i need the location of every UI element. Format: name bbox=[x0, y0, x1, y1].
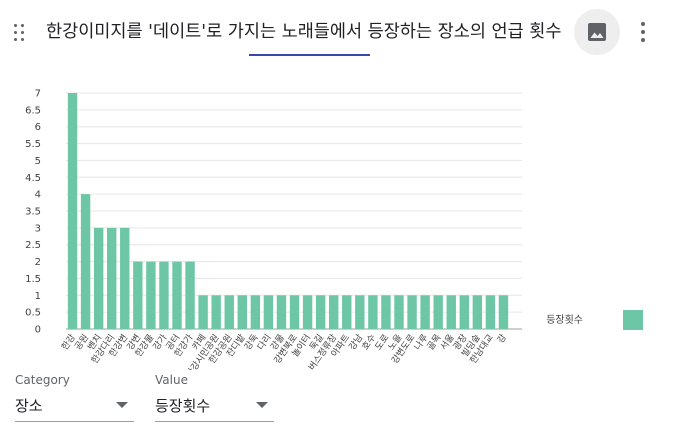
y-tick-label: 6.5 bbox=[25, 105, 41, 116]
bar bbox=[133, 261, 143, 329]
bar bbox=[355, 295, 365, 329]
bar bbox=[146, 261, 156, 329]
category-select-value: 장소 bbox=[15, 397, 43, 415]
bar bbox=[394, 295, 404, 329]
bar-chart: 00.511.522.533.544.555.566.57한강공원벤치한강다리한… bbox=[25, 89, 643, 370]
bar bbox=[250, 295, 261, 329]
bar bbox=[67, 93, 78, 329]
bar bbox=[472, 295, 483, 329]
bar bbox=[315, 295, 326, 329]
y-tick-label: 5 bbox=[35, 156, 41, 167]
y-tick-label: 2.5 bbox=[25, 240, 41, 251]
category-select[interactable]: 장소 bbox=[15, 391, 134, 422]
value-label: Value bbox=[155, 373, 188, 387]
y-tick-label: 1.5 bbox=[25, 274, 41, 285]
bar bbox=[485, 295, 496, 329]
value-select-value: 등장횟수 bbox=[155, 397, 211, 415]
bar bbox=[329, 295, 339, 329]
bar bbox=[342, 295, 352, 329]
y-tick-label: 3 bbox=[35, 223, 41, 234]
legend-swatch bbox=[623, 310, 643, 330]
bar bbox=[407, 295, 417, 329]
bar bbox=[433, 295, 443, 329]
bar bbox=[420, 295, 430, 329]
bar bbox=[446, 295, 456, 329]
bar bbox=[381, 295, 391, 329]
x-tick-label: 강 bbox=[495, 332, 509, 345]
drag-handle-icon[interactable] bbox=[14, 24, 26, 42]
bar bbox=[302, 295, 313, 329]
legend-label: 등장횟수 bbox=[546, 314, 583, 326]
bar bbox=[107, 227, 117, 329]
y-tick-label: 6 bbox=[35, 122, 41, 133]
category-label: Category bbox=[15, 373, 70, 387]
bar bbox=[185, 261, 195, 329]
bar bbox=[172, 261, 182, 329]
bar bbox=[120, 227, 130, 329]
bar bbox=[237, 295, 247, 329]
image-button[interactable] bbox=[574, 9, 620, 55]
y-tick-label: 4.5 bbox=[25, 173, 41, 184]
bar bbox=[263, 295, 274, 329]
title-focus-underline bbox=[249, 54, 370, 56]
title-container: 한강이미지를 '데이트'로 가지는 노래들에서 등장하는 장소의 언급 횟수 bbox=[46, 18, 572, 48]
bar bbox=[224, 295, 234, 329]
y-tick-label: 3.5 bbox=[25, 207, 41, 218]
bar bbox=[93, 227, 104, 329]
bar bbox=[459, 295, 469, 329]
y-tick-label: 4 bbox=[35, 190, 41, 201]
bar bbox=[276, 295, 287, 329]
card-header: 한강이미지를 '데이트'로 가지는 노래들에서 등장하는 장소의 언급 횟수 bbox=[0, 0, 675, 64]
category-dropdown-arrow-icon bbox=[116, 402, 128, 408]
y-tick-label: 1 bbox=[35, 291, 41, 302]
value-dropdown-arrow-icon bbox=[256, 402, 268, 408]
bar bbox=[289, 295, 300, 329]
y-tick-label: 5.5 bbox=[25, 139, 41, 150]
y-tick-label: 0 bbox=[35, 325, 41, 336]
y-tick-label: 2 bbox=[35, 257, 41, 268]
y-tick-label: 7 bbox=[35, 89, 41, 100]
bar bbox=[211, 295, 221, 329]
image-icon bbox=[588, 23, 606, 41]
bar bbox=[198, 295, 208, 329]
y-tick-label: 0.5 bbox=[25, 308, 41, 319]
bar bbox=[159, 261, 169, 329]
bar bbox=[368, 295, 378, 329]
chart-title[interactable]: 한강이미지를 '데이트'로 가지는 노래들에서 등장하는 장소의 언급 횟수 bbox=[46, 22, 562, 42]
bar bbox=[498, 295, 509, 329]
more-vert-icon[interactable] bbox=[636, 22, 650, 42]
value-select[interactable]: 등장횟수 bbox=[155, 391, 274, 422]
bar bbox=[80, 194, 91, 329]
